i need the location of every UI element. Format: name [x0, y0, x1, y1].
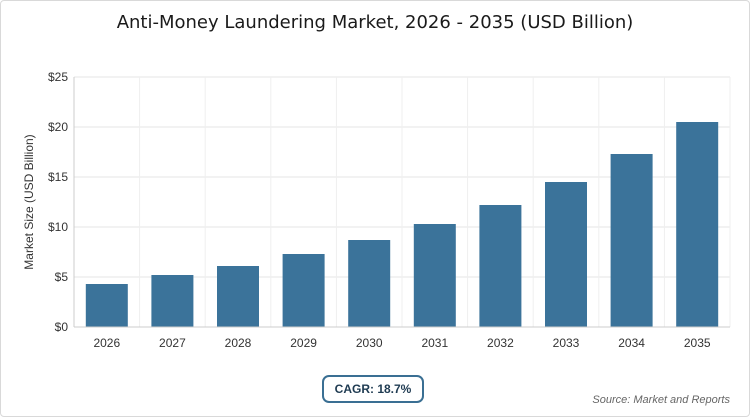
y-tick-label: $15 — [48, 170, 68, 184]
x-tick-label: 2035 — [684, 336, 711, 350]
bar — [348, 240, 391, 327]
cagr-badge: CAGR: 18.7% — [322, 375, 424, 403]
bar — [413, 224, 456, 327]
bar — [545, 182, 587, 327]
bar — [85, 284, 128, 327]
y-tick-label: $20 — [48, 120, 68, 134]
bar — [151, 275, 194, 327]
x-tick-labels: 2026 2027 2028 2029 2030 2031 2032 2033 2034 2035 — [93, 336, 710, 350]
y-tick-label: $25 — [48, 70, 68, 84]
x-tick-label: 2029 — [290, 336, 317, 350]
y-axis-label: Market Size (USD Billion) — [22, 134, 36, 269]
x-tick-label: 2028 — [225, 336, 252, 350]
axes — [73, 77, 730, 328]
x-tick-label: 2031 — [421, 336, 448, 350]
x-tick-label: 2026 — [93, 336, 120, 350]
y-tick-label: $0 — [55, 320, 69, 334]
bars — [85, 122, 719, 327]
y-tick-labels: $0 $5 $10 $15 $20 $25 — [48, 70, 68, 334]
x-tick-label: 2027 — [159, 336, 186, 350]
bar — [676, 122, 719, 327]
bar — [479, 205, 522, 327]
y-tick-label: $10 — [48, 220, 68, 234]
chart-title: Anti-Money Laundering Market, 2026 - 203… — [116, 12, 634, 33]
x-tick-label: 2030 — [356, 336, 383, 350]
bar — [282, 254, 325, 327]
bar — [610, 154, 653, 327]
x-tick-label: 2032 — [487, 336, 514, 350]
cagr-label: CAGR: 18.7% — [334, 382, 412, 396]
x-tick-label: 2034 — [618, 336, 645, 350]
source-note: Source: Market and Reports — [592, 394, 730, 406]
bar — [217, 266, 259, 327]
y-tick-label: $5 — [55, 270, 69, 284]
x-tick-label: 2033 — [553, 336, 580, 350]
